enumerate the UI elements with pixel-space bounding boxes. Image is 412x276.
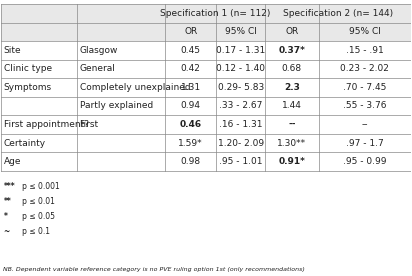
Text: 1.30**: 1.30**	[277, 139, 307, 147]
Text: --: --	[288, 120, 296, 129]
Text: Glasgow: Glasgow	[80, 46, 118, 55]
Text: 0.98: 0.98	[180, 157, 201, 166]
Text: Specification 2 (n= 144): Specification 2 (n= 144)	[283, 9, 393, 18]
Text: ~: ~	[3, 227, 10, 236]
Text: .97 - 1.7: .97 - 1.7	[346, 139, 384, 147]
Text: Partly explained: Partly explained	[80, 102, 153, 110]
Text: OR: OR	[184, 27, 197, 36]
Text: *: *	[3, 212, 7, 221]
Text: ***: ***	[3, 182, 15, 191]
Text: 1.59*: 1.59*	[178, 139, 203, 147]
Text: p ≤ 0.01: p ≤ 0.01	[22, 197, 55, 206]
Text: 0.12 - 1.40: 0.12 - 1.40	[216, 64, 265, 73]
Text: 0.45: 0.45	[180, 46, 201, 55]
Text: 0.46: 0.46	[180, 120, 202, 129]
Text: OR: OR	[286, 27, 299, 36]
Text: --: --	[361, 120, 368, 129]
Text: .16 - 1.31: .16 - 1.31	[219, 120, 262, 129]
Text: p ≤ 0.05: p ≤ 0.05	[22, 212, 55, 221]
Text: 2.3: 2.3	[284, 83, 300, 92]
Text: 0.91*: 0.91*	[279, 157, 305, 166]
Text: Completely unexplained: Completely unexplained	[80, 83, 190, 92]
Text: 0.17 - 1.31: 0.17 - 1.31	[216, 46, 265, 55]
Text: NB. Dependent variable reference category is no PVE ruling option 1st (only reco: NB. Dependent variable reference categor…	[3, 267, 305, 272]
Text: .70 - 7.45: .70 - 7.45	[343, 83, 386, 92]
Text: First: First	[80, 120, 99, 129]
Text: .15 - .91: .15 - .91	[346, 46, 384, 55]
Text: First appointment?: First appointment?	[4, 120, 89, 129]
Text: 0.37*: 0.37*	[279, 46, 305, 55]
Text: **: **	[3, 197, 11, 206]
Text: Site: Site	[4, 46, 21, 55]
Text: 0.42: 0.42	[181, 64, 201, 73]
Text: 0.68: 0.68	[282, 64, 302, 73]
Text: .95 - 0.99: .95 - 0.99	[343, 157, 386, 166]
Text: Certainty: Certainty	[4, 139, 46, 147]
Text: 0.29- 5.83: 0.29- 5.83	[218, 83, 264, 92]
Bar	[1, 4, 411, 171]
Text: .95 - 1.01: .95 - 1.01	[219, 157, 262, 166]
Text: 1.44: 1.44	[282, 102, 302, 110]
Text: Clinic type: Clinic type	[4, 64, 52, 73]
Text: Symptoms: Symptoms	[4, 83, 52, 92]
Text: Age: Age	[4, 157, 21, 166]
Text: p ≤ 0.001: p ≤ 0.001	[22, 182, 60, 191]
Text: 0.94: 0.94	[180, 102, 201, 110]
Text: 1.20- 2.09: 1.20- 2.09	[218, 139, 264, 147]
Text: .33 - 2.67: .33 - 2.67	[219, 102, 262, 110]
Text: .55 - 3.76: .55 - 3.76	[343, 102, 386, 110]
Bar	[1, 23, 411, 41]
Bar	[1, 4, 411, 23]
Text: 0.23 - 2.02: 0.23 - 2.02	[340, 64, 389, 73]
Text: Specification 1 (n= 112): Specification 1 (n= 112)	[160, 9, 270, 18]
Text: 1.31: 1.31	[180, 83, 201, 92]
Text: 95% CI: 95% CI	[225, 27, 257, 36]
Text: 95% CI: 95% CI	[349, 27, 381, 36]
Text: p ≤ 0.1: p ≤ 0.1	[22, 227, 50, 236]
Text: General: General	[80, 64, 115, 73]
